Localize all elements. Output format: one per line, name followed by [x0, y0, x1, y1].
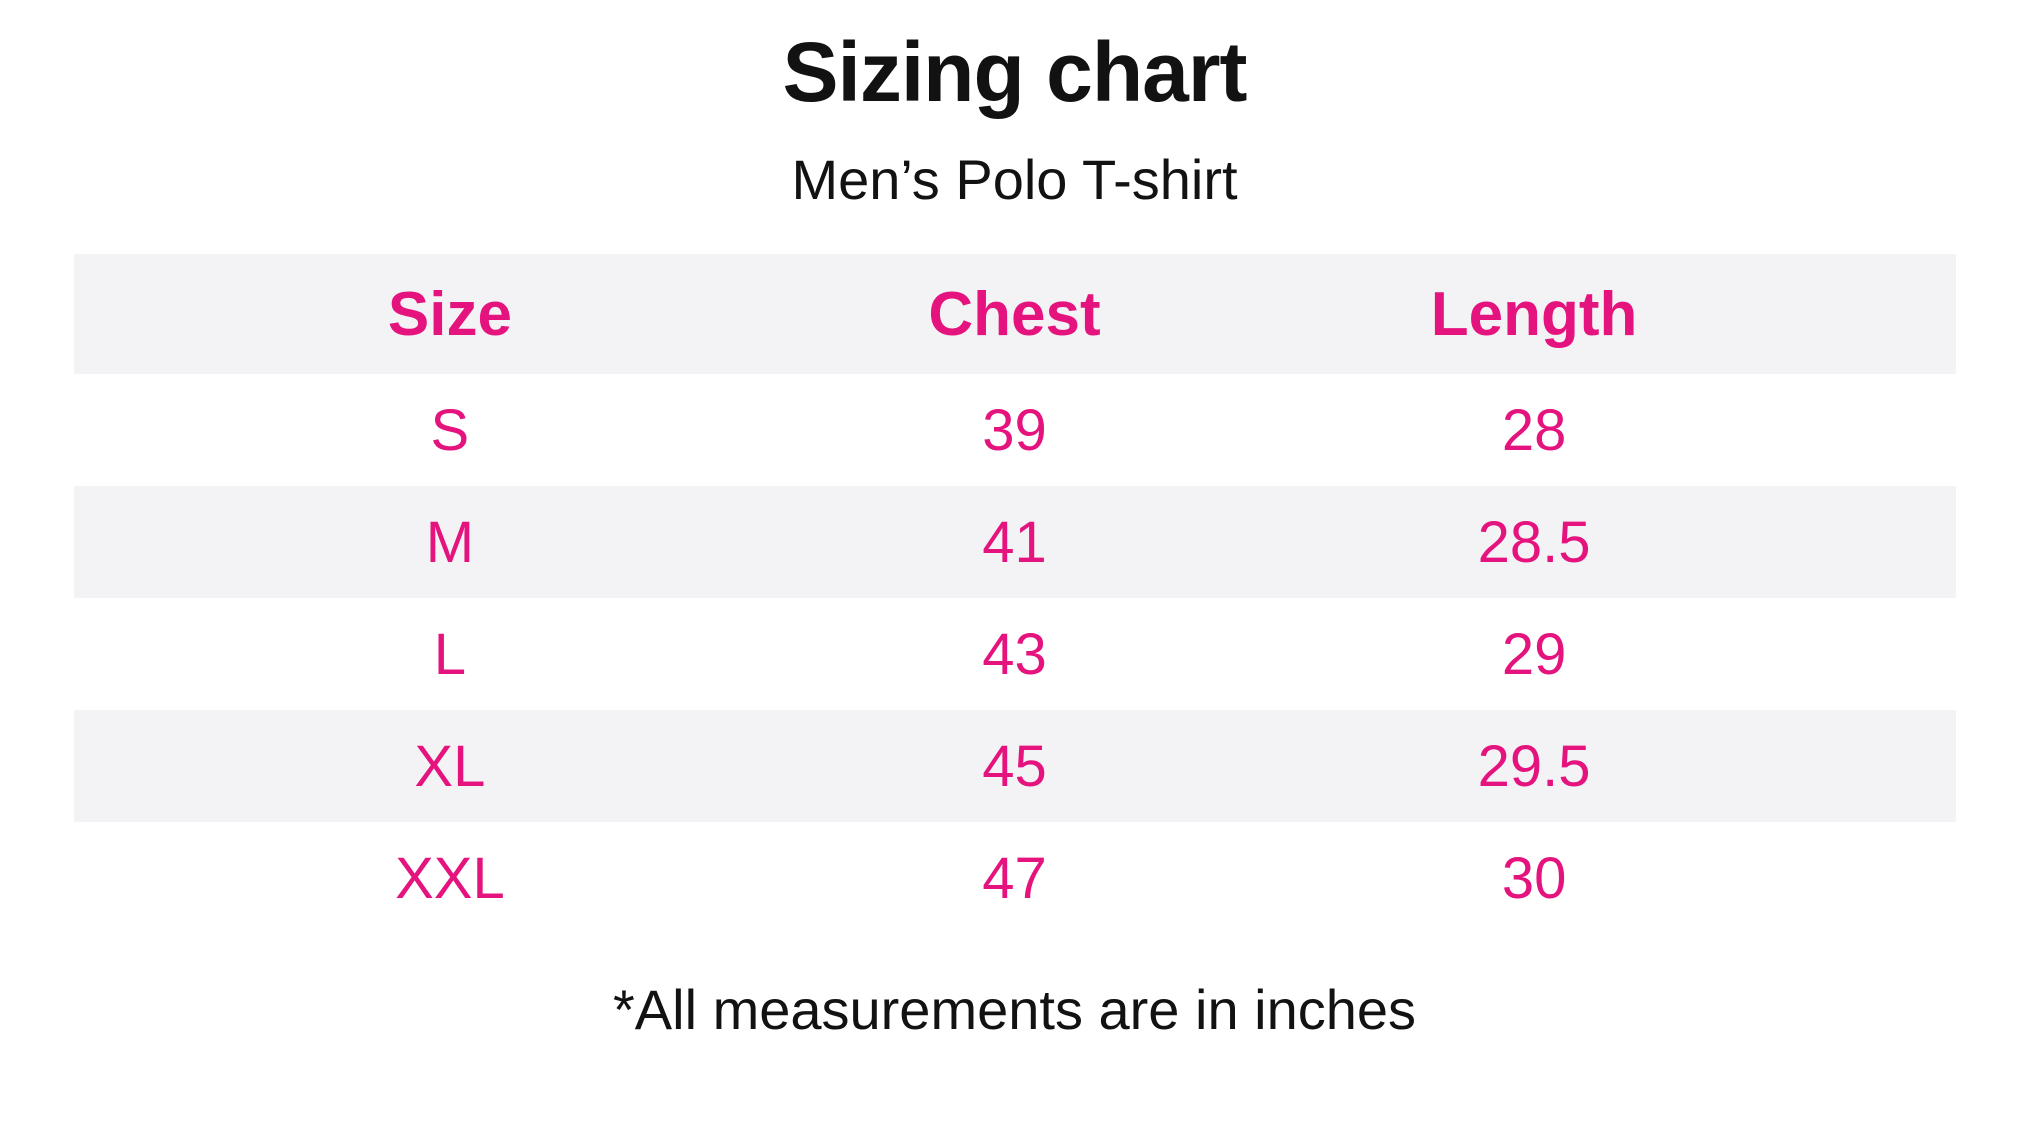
table-header-row: Size Chest Length	[73, 254, 1956, 374]
footnote: *All measurements are in inches	[612, 978, 1417, 1041]
table-row: XL 45 29.5	[73, 710, 1956, 822]
column-header-size: Size	[73, 254, 827, 374]
chest-cell: 43	[982, 621, 1047, 687]
table-row: XXL 47 30	[74, 822, 1956, 934]
table-row: L 43 29	[74, 598, 1956, 710]
page-title: Sizing chart	[782, 25, 1247, 119]
chest-cell: 39	[982, 397, 1047, 463]
length-cell: 30	[1501, 845, 1567, 911]
sizing-chart-page: Sizing chart Men’s Polo T-shirt Size Che…	[0, 30, 2029, 1038]
column-header-length: Length	[1202, 254, 1956, 374]
length-cell: 29.5	[1202, 710, 1956, 822]
chest-cell: 41	[826, 486, 1203, 598]
size-cell: L	[433, 621, 467, 687]
page-subtitle: Men’s Polo T-shirt	[791, 148, 1238, 211]
size-cell: M	[73, 486, 827, 598]
size-cell: XL	[73, 710, 827, 822]
chest-cell: 47	[982, 845, 1047, 911]
table-row: S 39 28	[74, 374, 1956, 486]
table-row: M 41 28.5	[73, 486, 1956, 598]
column-header-chest: Chest	[826, 254, 1203, 374]
length-cell: 28	[1501, 397, 1567, 463]
chest-cell: 45	[826, 710, 1203, 822]
length-cell: 29	[1501, 621, 1567, 687]
sizing-table: Size Chest Length S 39 28 M 41 28.5 L 43 29 XL 45 2…	[73, 254, 1956, 934]
length-cell: 28.5	[1202, 486, 1956, 598]
size-cell: S	[430, 397, 470, 463]
table-body: S 39 28 M 41 28.5 L 43 29 XL 45 29.5 XXL 47 30	[73, 374, 1956, 934]
size-cell: XXL	[395, 845, 505, 911]
